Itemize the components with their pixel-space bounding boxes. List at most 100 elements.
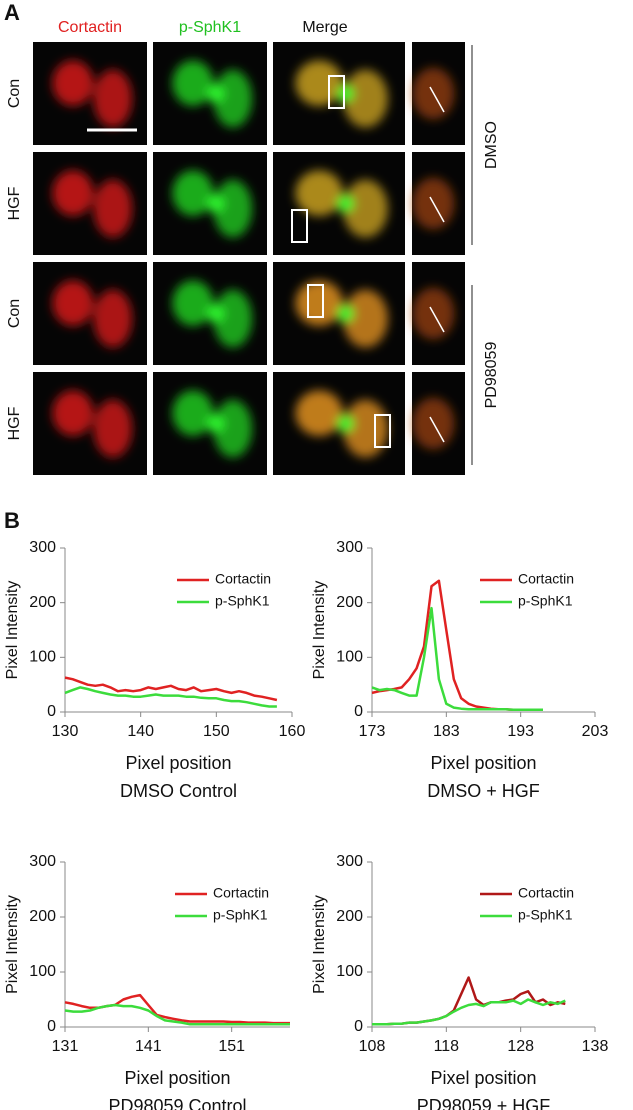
- y-tick-label: 200: [336, 594, 363, 611]
- cell: [172, 390, 214, 436]
- nucleus: [336, 304, 355, 323]
- nucleus: [206, 304, 225, 323]
- data-line: [64, 686, 277, 708]
- x-axis-label: Pixel position: [430, 753, 536, 773]
- chart-caption: DMSO Control: [120, 781, 237, 801]
- x-tick-label: 193: [507, 723, 534, 740]
- nucleus: [206, 194, 225, 213]
- y-axis-label: Pixel Intensity: [311, 581, 328, 680]
- nucleus: [336, 194, 355, 213]
- data-line: [64, 993, 290, 1025]
- profile-line: [429, 86, 445, 113]
- y-tick-label: 200: [29, 908, 56, 925]
- profile-line: [429, 416, 445, 443]
- y-tick-label: 0: [47, 703, 56, 720]
- y-tick-label: 0: [354, 1018, 363, 1035]
- column-label: p-SphK1: [179, 19, 241, 36]
- y-tick-label: 100: [29, 963, 56, 980]
- data-line: [372, 976, 566, 1026]
- x-tick-label: 108: [359, 1038, 386, 1055]
- cell: [93, 69, 133, 128]
- cell: [52, 280, 94, 326]
- cell: [342, 289, 388, 348]
- x-axis-label: Pixel position: [124, 1068, 230, 1088]
- y-tick-label: 0: [47, 1018, 56, 1035]
- cell: [295, 170, 343, 216]
- cell-group: [172, 280, 253, 348]
- cell-group: [295, 60, 388, 128]
- column-label: Merge: [302, 19, 347, 36]
- cell: [342, 179, 388, 238]
- cell: [52, 60, 94, 106]
- cell: [295, 280, 343, 326]
- y-tick-label: 300: [29, 853, 56, 870]
- legend-label: p-SphK1: [213, 907, 268, 923]
- y-tick-label: 300: [29, 539, 56, 556]
- x-tick-label: 131: [52, 1038, 79, 1055]
- cell-group: [172, 60, 253, 128]
- y-axis-label: Pixel Intensity: [311, 895, 328, 994]
- chart-caption: PD98059 + HGF: [417, 1096, 551, 1110]
- profile-line: [429, 196, 445, 223]
- row-label: Con: [6, 79, 23, 108]
- legend-label: Cortactin: [518, 571, 574, 587]
- cell: [213, 399, 253, 458]
- x-tick-label: 151: [218, 1038, 245, 1055]
- legend-label: Cortactin: [215, 571, 271, 587]
- chart-caption: PD98059 Control: [108, 1096, 246, 1110]
- x-tick-label: 140: [127, 723, 154, 740]
- y-tick-label: 0: [354, 703, 363, 720]
- roi-box: [291, 209, 308, 243]
- x-tick-label: 160: [279, 723, 306, 740]
- roi-box: [374, 414, 391, 448]
- cell: [213, 179, 253, 238]
- cell-group: [295, 170, 388, 238]
- cell: [295, 390, 343, 436]
- cell: [93, 289, 133, 348]
- x-tick-label: 150: [203, 723, 230, 740]
- row-label: HGF: [6, 406, 23, 440]
- nucleus: [206, 84, 225, 103]
- cell-group: [52, 280, 133, 348]
- cell: [93, 399, 133, 458]
- y-tick-label: 300: [336, 539, 363, 556]
- y-tick-label: 200: [336, 908, 363, 925]
- group-label: PD98059: [483, 342, 500, 409]
- legend-label: p-SphK1: [215, 593, 270, 609]
- x-tick-label: 128: [507, 1038, 534, 1055]
- panel-label: B: [4, 508, 20, 533]
- chart-caption: DMSO + HGF: [427, 781, 540, 801]
- x-tick-label: 118: [434, 1038, 460, 1055]
- cell-group: [52, 170, 133, 238]
- cell-group: [52, 60, 133, 128]
- group-label: DMSO: [483, 121, 500, 169]
- x-tick-label: 138: [582, 1038, 609, 1055]
- cell: [213, 289, 253, 348]
- cell: [52, 170, 94, 216]
- cell: [172, 170, 214, 216]
- legend-label: Cortactin: [213, 885, 269, 901]
- cell: [93, 179, 133, 238]
- cell: [172, 280, 214, 326]
- data-line: [371, 606, 543, 712]
- data-line: [372, 998, 566, 1026]
- cell: [342, 69, 388, 128]
- legend-label: Cortactin: [518, 885, 574, 901]
- column-label: Cortactin: [58, 19, 122, 36]
- row-label: HGF: [6, 186, 23, 220]
- legend-label: p-SphK1: [518, 593, 573, 609]
- cell: [172, 60, 214, 106]
- x-tick-label: 183: [433, 723, 460, 740]
- panel-label: A: [4, 0, 20, 25]
- cell-group: [172, 170, 253, 238]
- cell-group: [172, 390, 253, 458]
- cell-group: [52, 390, 133, 458]
- profile-line: [429, 306, 445, 333]
- data-line: [64, 676, 278, 702]
- y-tick-label: 200: [29, 594, 56, 611]
- nucleus: [336, 414, 355, 433]
- y-tick-label: 100: [336, 649, 363, 666]
- x-tick-label: 203: [582, 723, 609, 740]
- x-tick-label: 130: [52, 723, 79, 740]
